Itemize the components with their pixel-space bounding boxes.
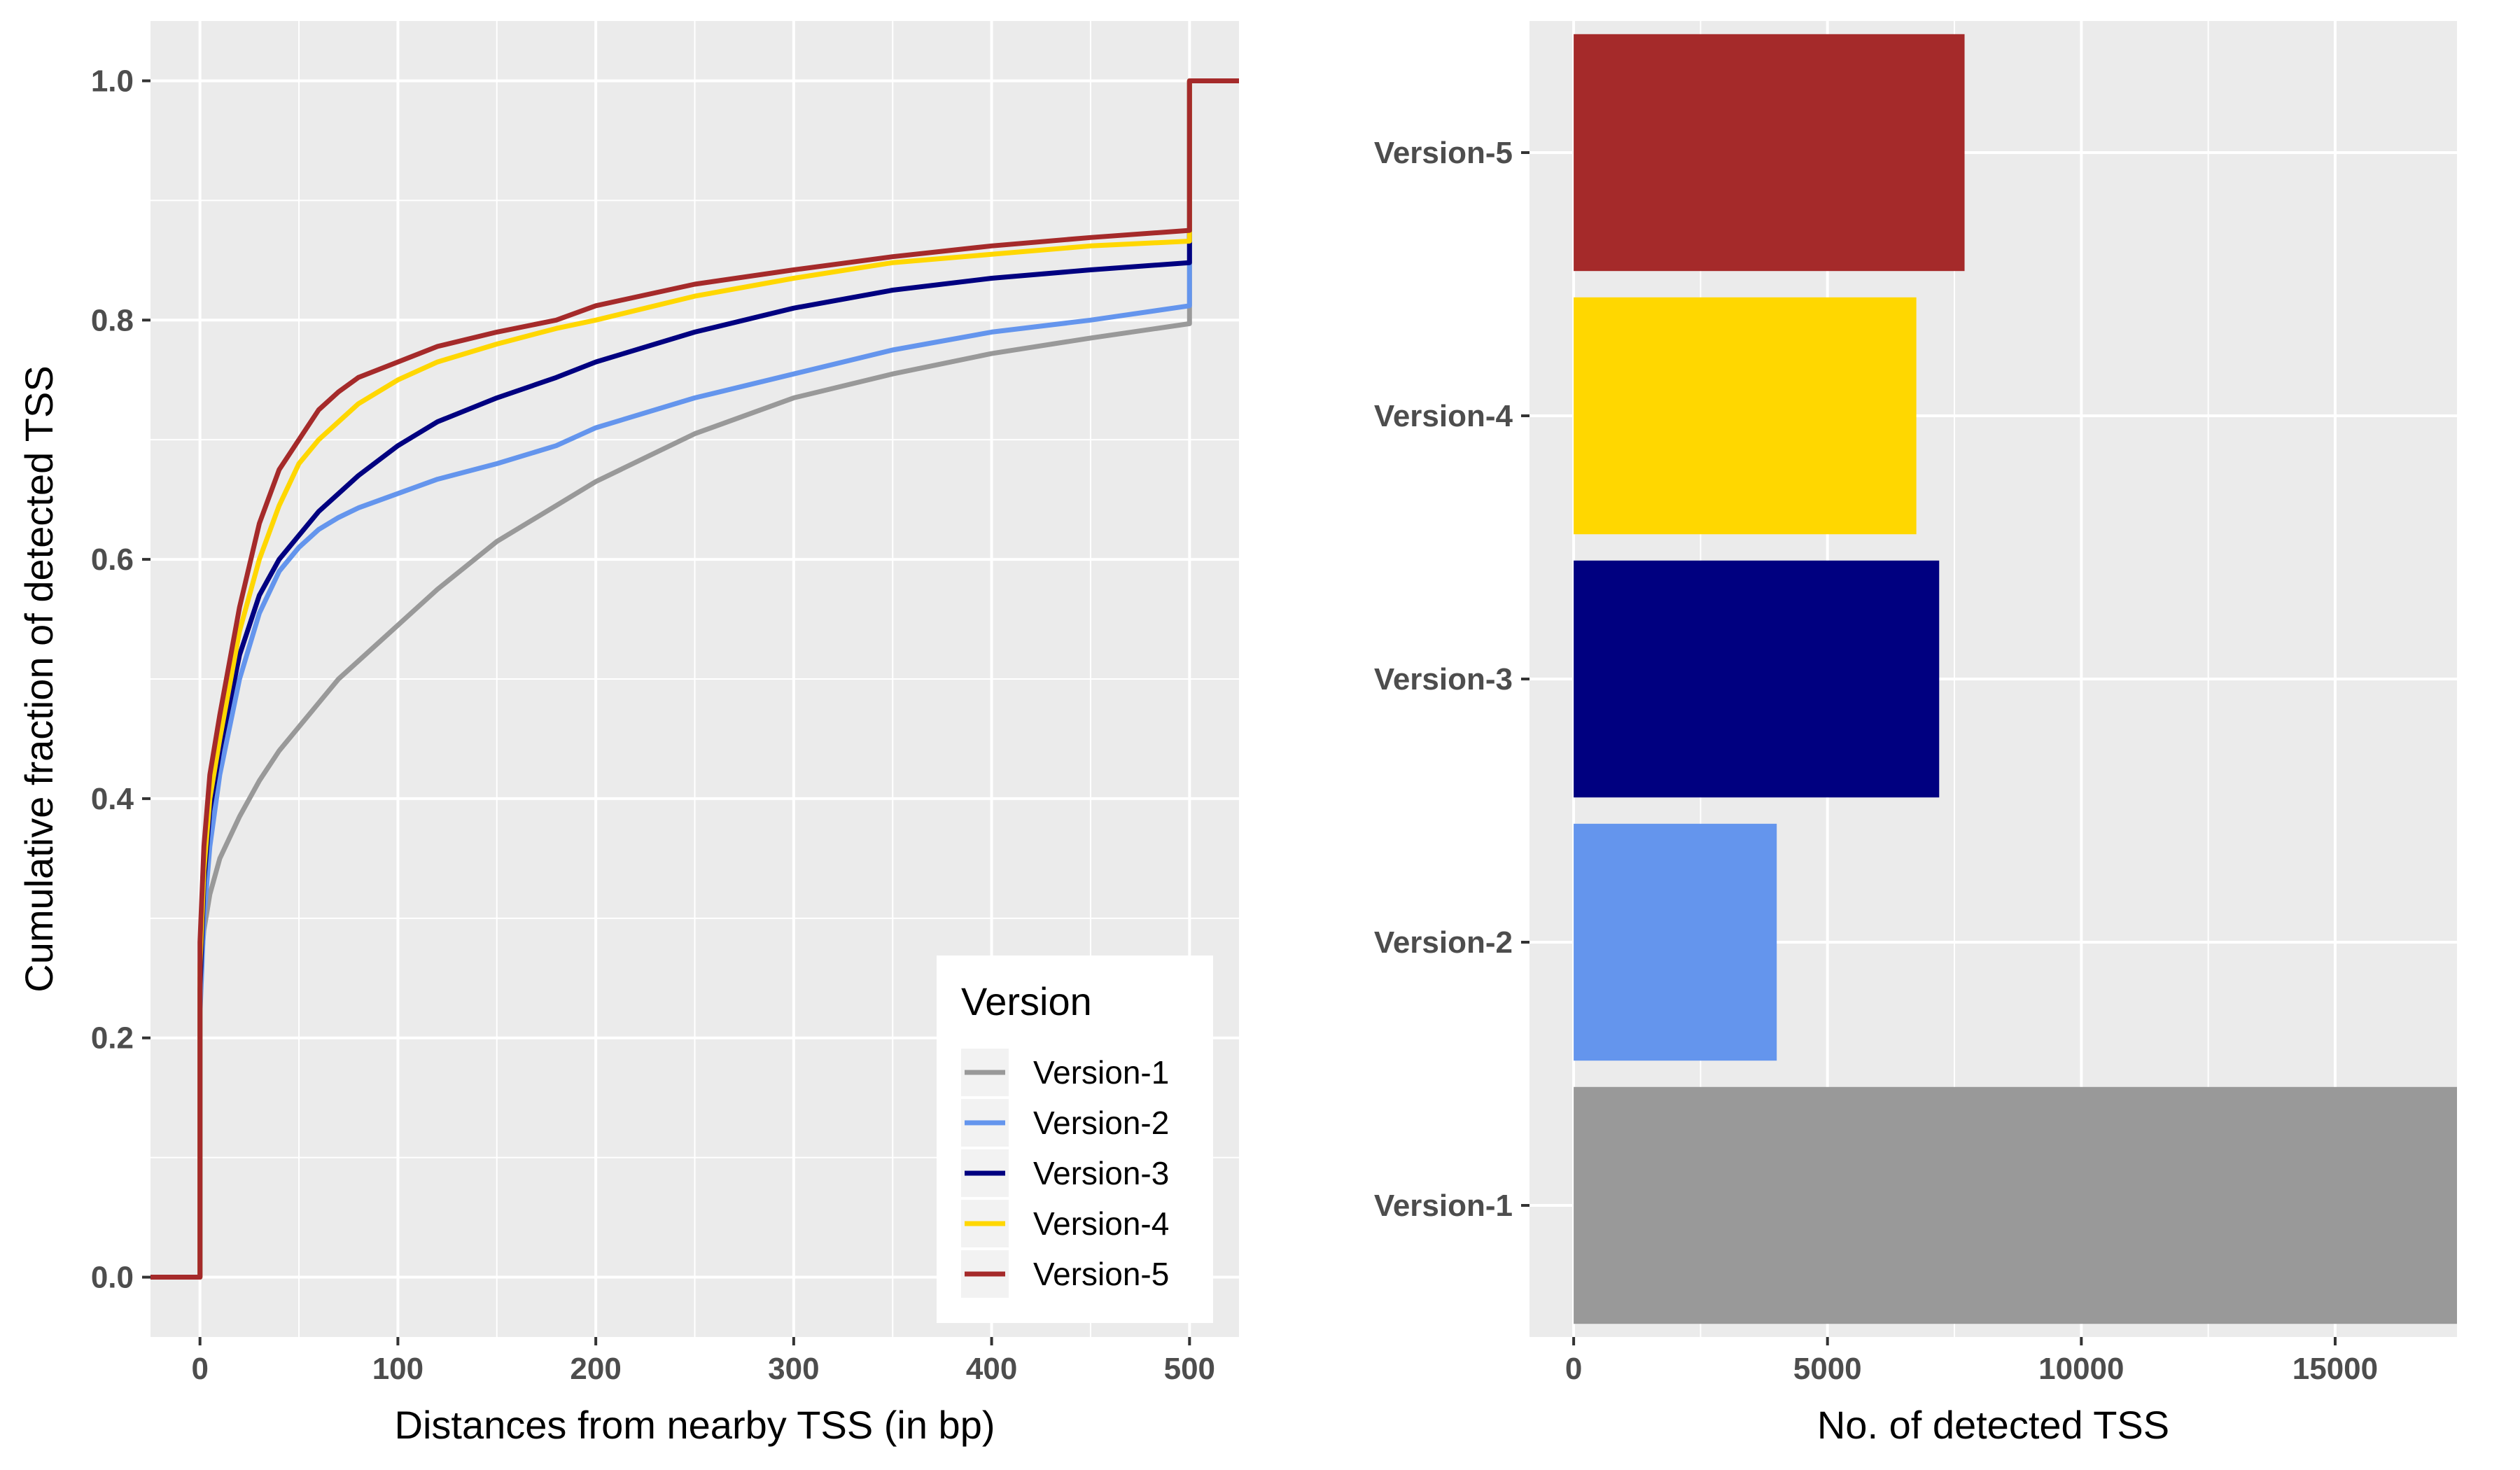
bar-version-3 (1574, 560, 1940, 798)
ecdf-x-tick-label: 100 (372, 1352, 424, 1386)
ecdf-y-tick-label: 0.8 (91, 303, 134, 337)
ecdf-y-tick-labels: 0.0 0.2 0.4 0.6 0.8 1.0 (91, 64, 150, 1295)
legend-label-version-1: Version-1 (1033, 1054, 1169, 1091)
ecdf-x-tick-label: 300 (768, 1352, 819, 1386)
bar-category-label: Version-2 (1374, 925, 1513, 960)
bars (1574, 34, 2457, 1324)
bar-x-tick-label: 15000 (2292, 1352, 2378, 1386)
ecdf-line-version-5 (150, 78, 1239, 1280)
ecdf-y-tick-label: 0.4 (91, 782, 134, 816)
ecdf-y-tick-label: 1.0 (91, 64, 134, 98)
bar-x-tick-label: 5000 (1793, 1352, 1862, 1386)
bar-panel: 0 5000 10000 15000 Version-1Version-2Versio… (1374, 21, 2457, 1447)
ecdf-line-version-2 (150, 78, 1239, 1280)
bar-x-tick-label: 0 (1565, 1352, 1582, 1386)
ecdf-x-tick-label: 500 (1164, 1352, 1215, 1386)
ecdf-y-tick-label: 0.2 (91, 1021, 134, 1056)
ecdf-panel: 0 100 200 300 400 500 0.0 0.2 0.4 0.6 0.8 1.0 Dist… (17, 21, 1239, 1447)
bar-category-label: Version-4 (1374, 399, 1513, 433)
legend-label-version-3: Version-3 (1033, 1155, 1169, 1191)
legend-title: Version (961, 979, 1092, 1023)
bar-category-label: Version-5 (1374, 136, 1513, 170)
legend-label-version-2: Version-2 (1033, 1105, 1169, 1141)
bar-version-4 (1574, 297, 1917, 535)
bar-x-axis-title: No. of detected TSS (1817, 1403, 2169, 1447)
bar-version-1 (1574, 1086, 2457, 1324)
ecdf-y-tick-label: 0.6 (91, 542, 134, 577)
ecdf-series-lines (150, 78, 1239, 1280)
bar-category-label: Version-3 (1374, 662, 1513, 696)
bar-category-label: Version-1 (1374, 1189, 1513, 1223)
bar-version-5 (1574, 34, 1965, 272)
ecdf-x-tick-label: 400 (966, 1352, 1017, 1386)
ecdf-x-tick-label: 0 (191, 1352, 208, 1386)
ecdf-line-version-1 (150, 78, 1239, 1280)
bar-x-tick-labels: 0 5000 10000 15000 (1565, 1337, 2378, 1386)
bar-version-2 (1574, 823, 1777, 1061)
legend-label-version-4: Version-4 (1033, 1205, 1169, 1242)
ecdf-x-tick-label: 200 (570, 1352, 621, 1386)
ecdf-x-axis-title: Distances from nearby TSS (in bp) (395, 1403, 995, 1447)
bar-x-tick-label: 10000 (2038, 1352, 2124, 1386)
ecdf-y-tick-label: 0.0 (91, 1261, 134, 1295)
legend-items: Version-1 Version-2 Version-3 Version-4 Vers… (961, 1049, 1169, 1298)
bar-category-labels: Version-1 Version-2 Version-3 Version-4 Vers… (1374, 136, 1530, 1223)
legend-label-version-5: Version-5 (1033, 1256, 1169, 1292)
ecdf-line-version-4 (150, 78, 1239, 1280)
ecdf-y-axis-title: Cumulative fraction of detected TSS (17, 365, 61, 992)
ecdf-x-tick-labels: 0 100 200 300 400 500 (191, 1337, 1215, 1386)
legend: Version Version-1Version-2Version-3Versi… (937, 955, 1213, 1323)
